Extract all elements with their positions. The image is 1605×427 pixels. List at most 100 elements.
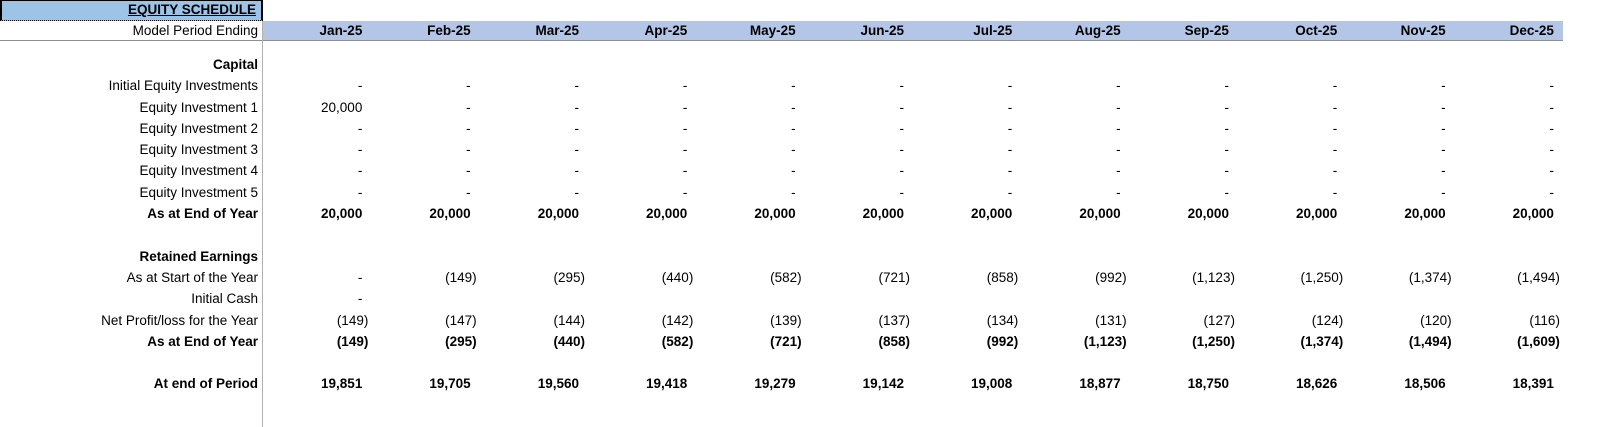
value-cell[interactable]: (134) xyxy=(913,310,1021,331)
value-cell[interactable]: - xyxy=(1332,78,1338,94)
value-cell[interactable]: - xyxy=(1224,99,1229,115)
value-cell[interactable]: - xyxy=(1116,163,1121,179)
value-cell[interactable]: (1,374) xyxy=(1238,331,1346,352)
value-cell[interactable]: (142) xyxy=(588,310,696,331)
value-cell[interactable] xyxy=(371,288,479,309)
value-cell[interactable]: 20,000 xyxy=(1079,206,1121,222)
value-cell[interactable]: (992) xyxy=(913,331,1021,352)
value-cell[interactable]: 19,560 xyxy=(537,376,579,392)
value-cell[interactable] xyxy=(696,288,804,309)
value-cell[interactable]: 19,008 xyxy=(971,376,1013,392)
value-cell[interactable]: - xyxy=(1007,184,1013,200)
value-cell[interactable]: - xyxy=(1224,120,1229,136)
value-cell[interactable]: - xyxy=(466,99,471,115)
value-cell[interactable] xyxy=(1130,288,1238,309)
value-cell[interactable]: 20,000 xyxy=(862,206,904,222)
value-cell[interactable]: 20,000 xyxy=(754,206,796,222)
row-label-cell[interactable]: Equity Investment 3 xyxy=(0,139,263,160)
value-cell[interactable]: 18,391 xyxy=(1512,376,1554,392)
value-cell[interactable]: - xyxy=(1549,163,1554,179)
row-label-cell[interactable]: Equity Investment 4 xyxy=(0,160,263,181)
value-cell[interactable]: - xyxy=(1116,78,1121,94)
value-cell[interactable] xyxy=(1346,288,1454,309)
month-header-cell[interactable]: May-25 xyxy=(749,23,796,38)
value-cell[interactable]: (1,609) xyxy=(1455,331,1563,352)
month-header-cell[interactable]: Jan-25 xyxy=(319,23,363,38)
value-cell[interactable]: - xyxy=(1007,120,1013,136)
value-cell[interactable]: - xyxy=(791,163,796,179)
value-cell[interactable]: - xyxy=(682,78,688,94)
month-header-cell[interactable]: Aug-25 xyxy=(1074,23,1121,38)
value-cell[interactable]: 18,877 xyxy=(1079,376,1121,392)
value-cell[interactable]: - xyxy=(899,120,904,136)
value-cell[interactable]: (137) xyxy=(805,310,913,331)
value-cell[interactable]: 20,000 xyxy=(1404,206,1446,222)
value-cell[interactable]: - xyxy=(1116,184,1121,200)
month-header-cell[interactable]: Nov-25 xyxy=(1400,23,1446,38)
row-label-cell[interactable]: Initial Cash xyxy=(0,288,263,309)
month-header-cell[interactable]: Jul-25 xyxy=(973,23,1013,38)
value-cell[interactable]: - xyxy=(682,142,688,158)
value-cell[interactable]: 20,000 xyxy=(429,206,471,222)
value-cell[interactable]: (149) xyxy=(263,331,371,352)
schedule-title-cell[interactable]: EQUITY SCHEDULE xyxy=(0,0,263,21)
value-cell[interactable]: - xyxy=(357,78,363,94)
month-header-cell[interactable]: Mar-25 xyxy=(535,23,579,38)
row-label-cell[interactable]: Equity Investment 1 xyxy=(0,97,263,118)
value-cell[interactable]: - xyxy=(357,184,363,200)
value-cell[interactable]: - xyxy=(1441,142,1446,158)
value-cell[interactable]: (1,123) xyxy=(1021,331,1129,352)
month-header-cell[interactable]: Apr-25 xyxy=(644,23,688,38)
value-cell[interactable]: (582) xyxy=(588,331,696,352)
value-cell[interactable]: (721) xyxy=(805,267,913,288)
value-cell[interactable]: (147) xyxy=(371,310,479,331)
value-cell[interactable]: (149) xyxy=(263,310,371,331)
value-cell[interactable]: - xyxy=(1549,184,1554,200)
value-cell[interactable]: (131) xyxy=(1021,310,1129,331)
value-cell[interactable]: - xyxy=(574,120,579,136)
month-header-cell[interactable]: Dec-25 xyxy=(1509,23,1554,38)
value-cell[interactable]: - xyxy=(1549,99,1554,115)
value-cell[interactable]: (1,250) xyxy=(1238,267,1346,288)
value-cell[interactable]: - xyxy=(357,142,363,158)
value-cell[interactable]: - xyxy=(1332,184,1338,200)
value-cell[interactable]: - xyxy=(791,142,796,158)
value-cell[interactable]: - xyxy=(574,184,579,200)
value-cell[interactable]: - xyxy=(899,163,904,179)
value-cell[interactable]: - xyxy=(1007,78,1013,94)
value-cell[interactable]: 19,142 xyxy=(862,376,904,392)
value-cell[interactable]: - xyxy=(1007,142,1013,158)
value-cell[interactable]: 19,705 xyxy=(429,376,471,392)
value-cell[interactable]: 19,851 xyxy=(321,376,363,392)
value-cell[interactable]: - xyxy=(357,163,363,179)
value-cell[interactable]: - xyxy=(1332,163,1338,179)
value-cell[interactable]: - xyxy=(1332,120,1338,136)
value-cell[interactable]: - xyxy=(574,78,579,94)
value-cell[interactable]: - xyxy=(1549,120,1554,136)
value-cell[interactable]: (124) xyxy=(1238,310,1346,331)
month-header-cell[interactable]: Feb-25 xyxy=(427,23,471,38)
value-cell[interactable]: 20,000 xyxy=(321,206,363,222)
value-cell[interactable]: - xyxy=(574,163,579,179)
value-cell[interactable]: - xyxy=(682,99,688,115)
value-cell[interactable]: - xyxy=(466,184,471,200)
value-cell[interactable]: 20,000 xyxy=(321,99,363,115)
value-cell[interactable]: - xyxy=(1441,78,1446,94)
row-label-cell[interactable]: As at End of Year xyxy=(0,331,263,352)
value-cell[interactable]: - xyxy=(1116,142,1121,158)
value-cell[interactable]: (120) xyxy=(1346,310,1454,331)
value-cell[interactable]: - xyxy=(1007,99,1013,115)
model-period-ending-cell[interactable]: Model Period Ending xyxy=(0,21,263,40)
row-label-cell[interactable]: Initial Equity Investments xyxy=(0,75,263,96)
row-label-cell[interactable]: As at End of Year xyxy=(0,203,263,224)
value-cell[interactable] xyxy=(588,288,696,309)
value-cell[interactable]: (440) xyxy=(480,331,588,352)
row-label-cell[interactable]: At end of Period xyxy=(0,373,263,394)
value-cell[interactable]: 20,000 xyxy=(1187,206,1229,222)
value-cell[interactable]: - xyxy=(1116,99,1121,115)
value-cell[interactable]: 20,000 xyxy=(1295,206,1338,222)
value-cell[interactable] xyxy=(805,288,913,309)
value-cell[interactable] xyxy=(1455,288,1563,309)
value-cell[interactable]: - xyxy=(682,120,688,136)
value-cell[interactable]: 19,279 xyxy=(754,376,796,392)
